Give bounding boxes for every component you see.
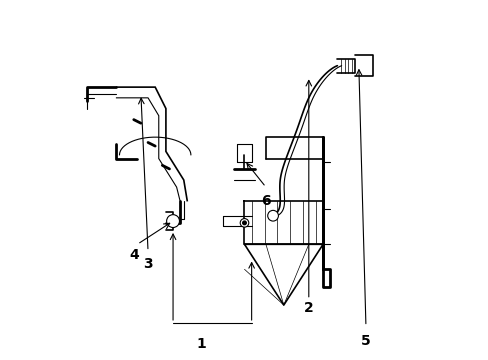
Circle shape — [240, 219, 248, 227]
Text: 4: 4 — [129, 248, 139, 262]
Circle shape — [267, 210, 278, 221]
Text: 2: 2 — [304, 301, 313, 315]
Text: 3: 3 — [143, 257, 153, 271]
Text: 1: 1 — [196, 337, 206, 351]
Circle shape — [242, 221, 246, 225]
Circle shape — [166, 215, 179, 228]
Text: 6: 6 — [261, 194, 270, 208]
Text: 5: 5 — [360, 334, 370, 348]
